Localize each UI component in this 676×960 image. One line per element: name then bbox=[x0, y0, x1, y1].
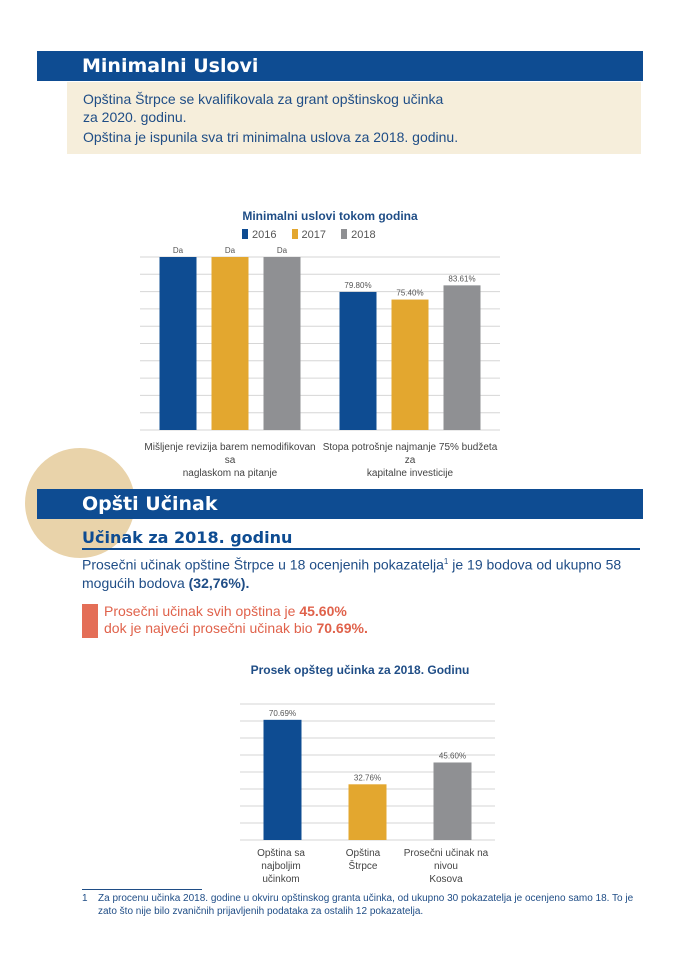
chart2-category-label-1: Opština sa najboljim učinkom bbox=[257, 848, 305, 885]
legend-item-2018: 2018 bbox=[341, 229, 376, 241]
bar-2 bbox=[348, 784, 387, 840]
footnote: 1 Za procenu učinka 2018. godine u okvir… bbox=[82, 892, 642, 918]
footnote-text: Za procenu učinka 2018. godine u okviru … bbox=[98, 893, 634, 917]
general-performance-banner: Opšti Učinak bbox=[37, 489, 643, 519]
performance-summary: Prosečni učinak opštine Štrpce u 18 ocen… bbox=[82, 556, 622, 591]
data-label-2018-1: Da bbox=[277, 246, 288, 255]
minimum-conditions-banner: Minimalni Uslovi bbox=[37, 51, 643, 81]
footnote-ref: 1 bbox=[443, 557, 449, 566]
data-label-2017-2: 75.40% bbox=[396, 289, 423, 298]
minimum-conditions-chart: Da Da Da 79.80% 75.40% 83.61% bbox=[140, 246, 500, 431]
minimum-conditions-title: Minimalni Uslovi bbox=[82, 55, 259, 77]
average-performance-chart: 70.69% 32.76% 45.60% bbox=[240, 703, 495, 841]
data-label-2018-2: 83.61% bbox=[448, 274, 475, 283]
data-label-1: 70.69% bbox=[269, 709, 296, 718]
chart1-category-label-1: Mišljenje revizija barem nemodifikovan s… bbox=[144, 442, 316, 479]
general-performance-title: Opšti Učinak bbox=[82, 493, 218, 515]
footnote-divider bbox=[82, 889, 202, 890]
legend-item-2017: 2017 bbox=[291, 229, 326, 241]
subtitle-underline bbox=[82, 548, 640, 550]
data-label-2: 32.76% bbox=[354, 773, 381, 782]
footnote-number: 1 bbox=[82, 893, 88, 904]
bar-2017-2 bbox=[391, 299, 429, 430]
data-label-2017-1: Da bbox=[225, 246, 236, 255]
average-performance-highlight: Prosečni učinak svih opština je 45.60% d… bbox=[104, 603, 368, 636]
bar-2018-1 bbox=[263, 257, 301, 430]
chart2-title: Prosek opšteg učinka za 2018. Godinu bbox=[250, 663, 470, 677]
qualification-box: Opština Štrpce se kvalifikovala za grant… bbox=[67, 82, 641, 154]
legend-item-2016: 2016 bbox=[242, 229, 276, 241]
chart2-category-label-2: Opština Štrpce bbox=[345, 848, 381, 872]
qualification-line-2: za 2020. godinu. bbox=[83, 109, 187, 125]
chart1-legend: 2016 2017 2018 bbox=[242, 229, 388, 241]
bar-2017-1 bbox=[211, 257, 249, 430]
chart1-title: Minimalni uslovi tokom godina bbox=[242, 209, 418, 223]
data-label-3: 45.60% bbox=[439, 751, 466, 760]
bar-1 bbox=[263, 719, 302, 840]
bar-2018-2 bbox=[443, 285, 481, 430]
data-label-2016-1: Da bbox=[173, 246, 184, 255]
bar-2016-2 bbox=[339, 291, 377, 430]
data-label-2016-2: 79.80% bbox=[344, 281, 371, 290]
bar-3 bbox=[433, 762, 472, 840]
chart2-category-label-3: Prosečni učinak na nivou Kosova bbox=[403, 848, 489, 885]
performance-subtitle: Učinak za 2018. godinu bbox=[82, 528, 293, 547]
qualification-line-3: Opština je ispunila sva tri minimalna us… bbox=[83, 129, 459, 145]
highlight-accent-bar bbox=[82, 604, 98, 638]
chart1-category-label-2: Stopa potrošnje najmanje 75% budžeta za k… bbox=[322, 442, 498, 479]
bar-2016-1 bbox=[159, 257, 197, 430]
qualification-line-1: Opština Štrpce se kvalifikovala za grant… bbox=[83, 91, 444, 107]
